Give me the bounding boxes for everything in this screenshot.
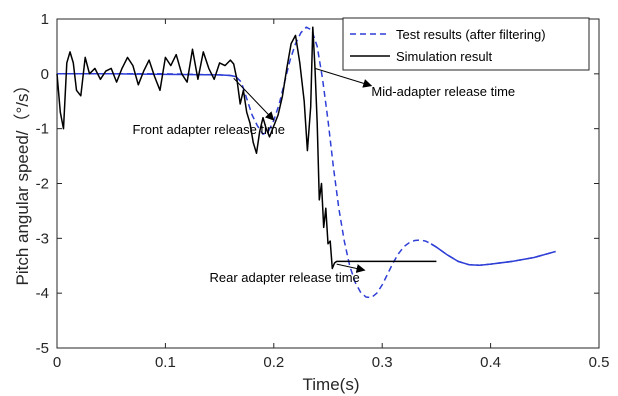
legend: Test results (after filtering) Simulatio… (342, 17, 590, 71)
x-tick-label: 0.2 (263, 354, 284, 371)
legend-label-test: Test results (after filtering) (396, 27, 546, 42)
y-tick-label: -1 (36, 121, 49, 138)
x-axis-label: Time(s) (303, 375, 360, 394)
annotation-arrow (314, 67, 373, 88)
y-tick-label: -5 (36, 340, 49, 357)
y-tick-label: 1 (41, 11, 49, 28)
series-line-test-solid-3 (430, 243, 556, 266)
x-tick-label: 0.1 (155, 354, 176, 371)
y-tick-label: 0 (41, 66, 49, 83)
annotation-label: Front adapter release time (133, 122, 285, 137)
annotation-arrow (233, 77, 275, 121)
annotation-label: Mid-adapter release time (371, 84, 515, 99)
x-tick-label: 0.3 (372, 354, 393, 371)
series-line-simulation (56, 26, 437, 270)
y-tick-label: -4 (36, 285, 49, 302)
legend-label-simulation: Simulation result (396, 49, 492, 64)
x-tick-label: 0.4 (480, 354, 501, 371)
series-line-test-solid-2 (57, 73, 237, 78)
annotation-arrow (336, 263, 366, 273)
y-tick-label: -3 (36, 230, 49, 247)
legend-box (342, 17, 590, 71)
x-tick-label: 0 (53, 354, 61, 371)
y-axis-label: Pitch angular speed/（°/s） (13, 76, 32, 285)
y-tick-label: -2 (36, 176, 49, 193)
x-tick-label: 0.5 (589, 354, 610, 371)
annotation-label: Rear adapter release time (209, 270, 359, 285)
